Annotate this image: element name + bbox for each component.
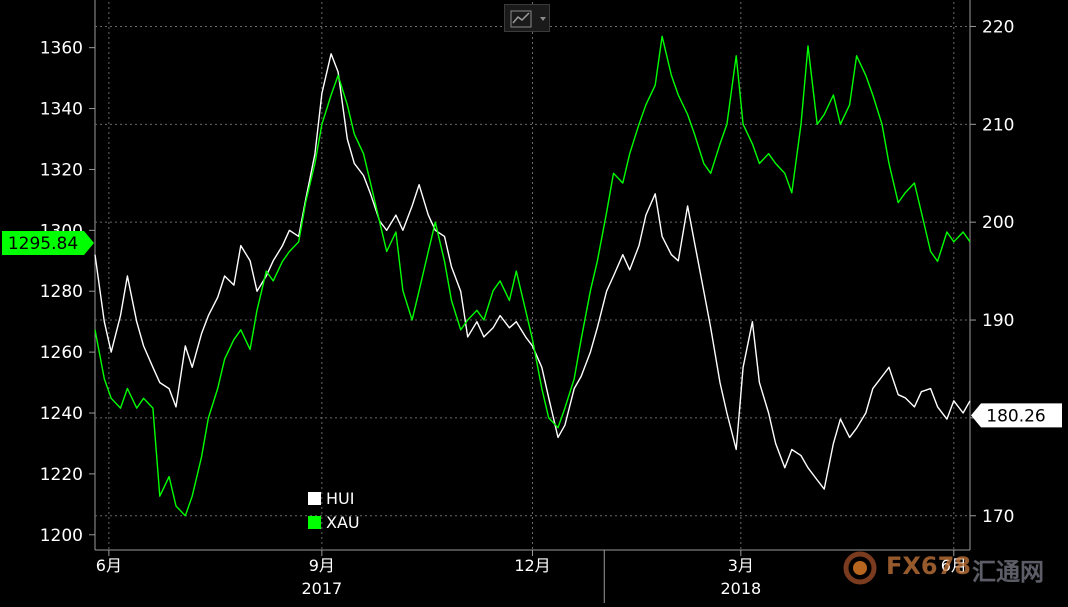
last-value-left: 1295.84 xyxy=(8,234,78,254)
x-tick-label: 6月 xyxy=(941,556,967,575)
right-tick-label: 170 xyxy=(982,507,1014,527)
last-value-right: 180.26 xyxy=(986,406,1045,426)
chart-type-button[interactable] xyxy=(504,4,550,32)
left-tick-label: 1200 xyxy=(40,526,83,546)
left-tick-label: 1220 xyxy=(40,465,83,485)
chevron-down-icon xyxy=(540,17,546,21)
series-line-xau xyxy=(94,35,971,517)
logo-icon xyxy=(843,551,877,585)
x-tick-label: 3月 xyxy=(728,556,754,575)
last-value-right-box xyxy=(971,403,1062,428)
legend-label-xau: XAU xyxy=(326,513,360,532)
x-year-label: 2017 xyxy=(301,579,342,598)
x-tick-label: 9月 xyxy=(309,556,335,575)
right-tick-label: 220 xyxy=(982,17,1014,37)
legend-swatch-xau xyxy=(308,516,321,529)
right-tick-label: 200 xyxy=(982,213,1014,233)
left-tick-label: 1340 xyxy=(40,100,83,120)
right-tick-label: 210 xyxy=(982,115,1014,135)
last-value-left-box xyxy=(2,230,94,255)
line-chart-icon xyxy=(510,10,546,28)
x-tick-label: 6月 xyxy=(96,556,122,575)
series-line-hui xyxy=(94,53,971,490)
watermark: FX678 汇通网 xyxy=(842,548,1062,588)
left-tick-label: 1280 xyxy=(40,282,83,302)
left-tick-label: 1360 xyxy=(40,39,83,59)
x-tick-label: 12月 xyxy=(514,556,550,575)
left-tick-label: 1260 xyxy=(40,343,83,363)
legend-swatch-hui xyxy=(308,492,321,505)
legend-label-hui: HUI xyxy=(326,489,354,508)
watermark-sub: 汇通网 xyxy=(972,558,1044,586)
left-tick-label: 1240 xyxy=(40,404,83,424)
left-tick-label: 1320 xyxy=(40,160,83,180)
right-tick-label: 190 xyxy=(982,311,1014,331)
watermark-text: FX678 xyxy=(886,552,971,580)
x-year-label: 2018 xyxy=(720,579,761,598)
